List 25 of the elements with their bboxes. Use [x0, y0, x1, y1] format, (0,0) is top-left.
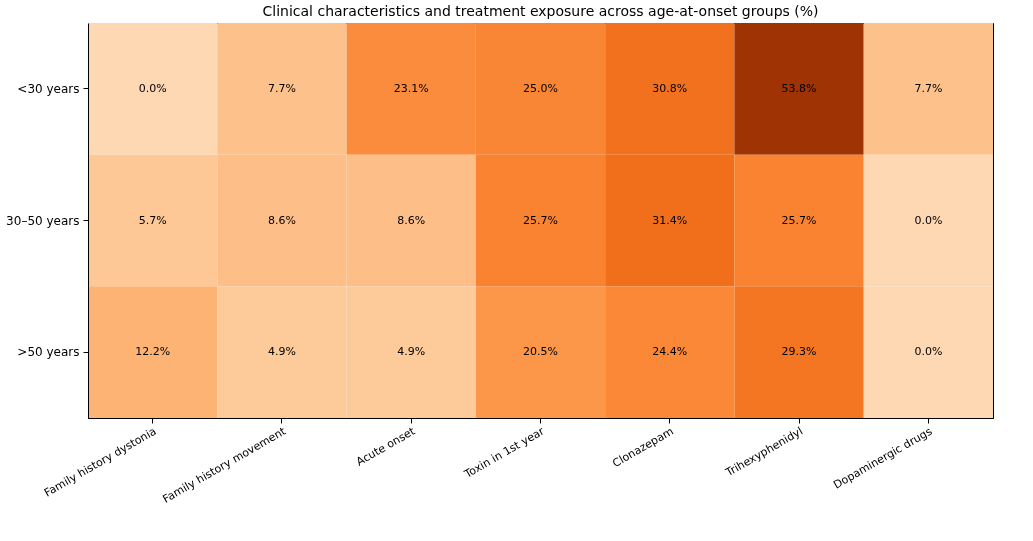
- data-label: 4.9%: [397, 345, 426, 359]
- data-label: 12.2%: [135, 345, 171, 359]
- data-label: 7.7%: [914, 81, 943, 95]
- chart-title: Clinical characteristics and treatment exposure across age-at-onset groups (%): [262, 3, 819, 19]
- data-label: 8.6%: [397, 213, 426, 227]
- data-label: 5.7%: [138, 213, 167, 227]
- data-label: 53.8%: [781, 81, 817, 95]
- data-label: 7.7%: [267, 81, 296, 95]
- data-label: 4.9%: [267, 345, 296, 359]
- data-label: 25.7%: [781, 213, 817, 227]
- y-tick-label: >50 years: [17, 345, 80, 360]
- data-label: 0.0%: [914, 345, 943, 359]
- data-label: 8.6%: [267, 213, 296, 227]
- data-label: 0.0%: [914, 213, 943, 227]
- y-tick-label: <30 years: [17, 81, 80, 96]
- data-label: 29.3%: [781, 345, 817, 359]
- data-label: 31.4%: [652, 213, 688, 227]
- data-label: 25.7%: [523, 213, 558, 227]
- y-tick-label: 30–50 years: [6, 213, 80, 228]
- data-label: 0.0%: [138, 81, 167, 95]
- data-label: 23.1%: [393, 81, 429, 95]
- data-label: 30.8%: [652, 81, 688, 95]
- data-label: 24.4%: [652, 345, 688, 359]
- data-label: 20.5%: [523, 345, 558, 359]
- data-label: 25.0%: [523, 81, 558, 95]
